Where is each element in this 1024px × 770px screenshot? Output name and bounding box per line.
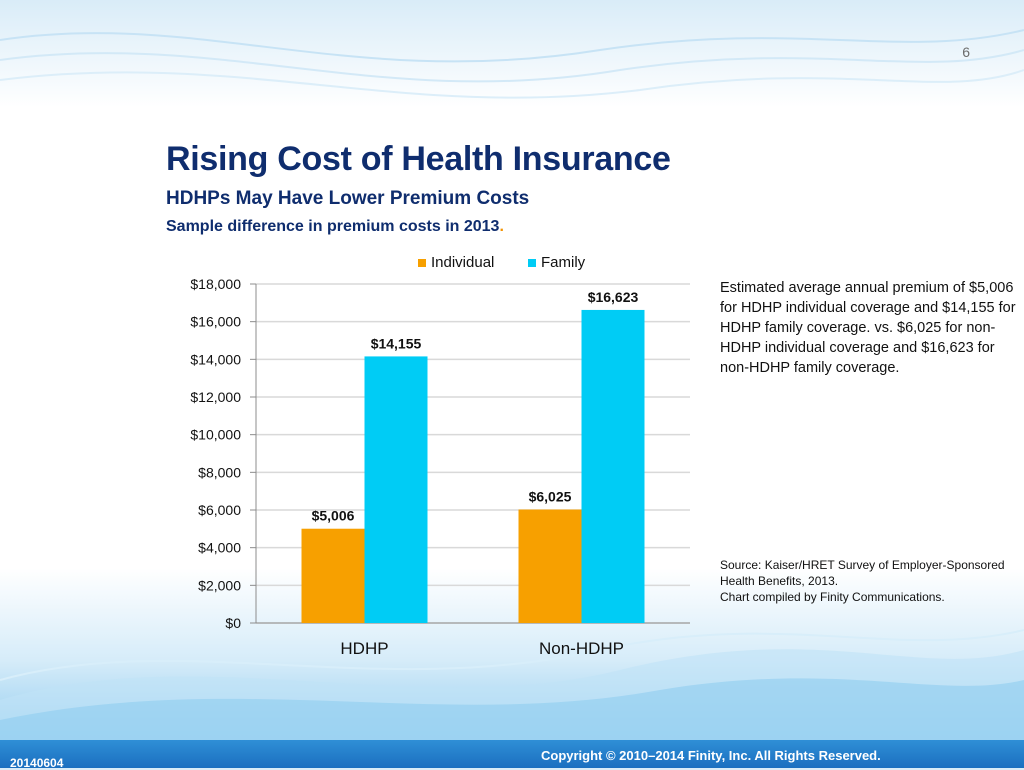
data-label: $5,006 — [312, 508, 355, 524]
y-tick-label: $16,000 — [190, 314, 241, 330]
source-line: Source: Kaiser/HRET Survey of Employer-S… — [720, 558, 1005, 588]
y-tick-label: $10,000 — [190, 427, 241, 443]
chart-explanation-note: Estimated average annual premium of $5,0… — [720, 280, 1016, 376]
y-tick-label: $12,000 — [190, 389, 241, 405]
page-number: 6 — [962, 44, 970, 60]
bar — [301, 528, 365, 623]
legend-label: Individual — [431, 254, 494, 271]
footer-bar: 20140604 Copyright © 2010–2014 Finity, I… — [0, 740, 1024, 770]
y-tick-label: $0 — [225, 615, 241, 631]
y-tick-label: $14,000 — [190, 351, 241, 367]
y-tick-label: $8,000 — [198, 464, 241, 480]
data-label: $14,155 — [371, 335, 422, 351]
compiled-by-line: Chart compiled by Finity Communications. — [720, 590, 945, 604]
premium-bar-chart: $0 $2,000 $4,000 $6,000 $8,000 $10,000 $12,000… — [190, 254, 690, 658]
bar — [518, 509, 582, 623]
data-label: $6,025 — [529, 489, 572, 505]
slide-subtitle: HDHPs May Have Lower Premium Costs — [166, 188, 530, 209]
legend-swatch — [418, 259, 426, 267]
y-tick-label: $18,000 — [190, 276, 241, 292]
legend-swatch — [528, 259, 536, 267]
y-tick-label: $2,000 — [198, 577, 241, 593]
subtitle-secondary-text: Sample difference in premium costs in 20… — [166, 218, 500, 235]
legend-label: Family — [541, 254, 586, 271]
slide-title: Rising Cost of Health Insurance — [166, 140, 671, 178]
x-tick-label: HDHP — [340, 639, 388, 658]
slide-subtitle-secondary: Sample difference in premium costs in 20… — [166, 218, 504, 236]
y-tick-label: $6,000 — [198, 502, 241, 518]
data-label: $16,623 — [588, 289, 639, 305]
source-note: Source: Kaiser/HRET Survey of Employer-S… — [720, 557, 1010, 605]
footer-copyright: Copyright © 2010–2014 Finity, Inc. All R… — [541, 748, 881, 763]
footer-date: 20140604 — [10, 756, 64, 770]
bar — [364, 356, 428, 623]
x-tick-label: Non-HDHP — [539, 639, 624, 658]
bar — [581, 309, 645, 623]
y-tick-label: $4,000 — [198, 540, 241, 556]
background-wave-top — [0, 29, 1024, 99]
subtitle-secondary-period: . — [499, 218, 504, 235]
